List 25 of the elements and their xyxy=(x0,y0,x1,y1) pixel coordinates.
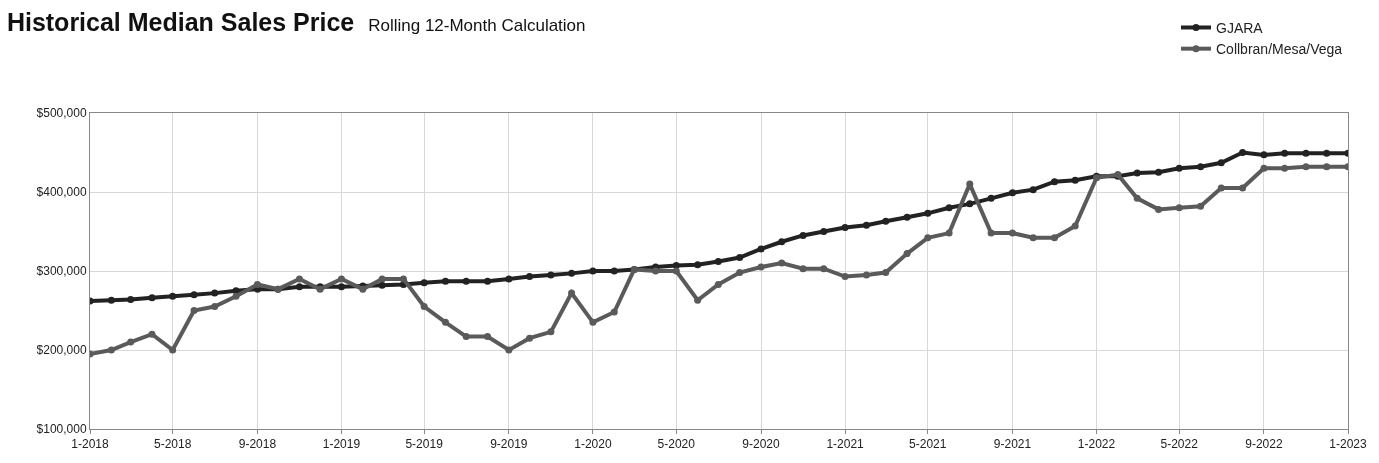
y-tick-label: $400,000 xyxy=(36,185,87,200)
chart-title: Historical Median Sales Price xyxy=(6,8,355,37)
x-tick-label: 5-2018 xyxy=(153,437,192,452)
x-tick-label: 1-2023 xyxy=(1329,437,1367,452)
x-tick-label: 9-2020 xyxy=(742,437,781,452)
legend-label: Collbran/Mesa/Vega xyxy=(1216,41,1343,58)
x-tick-label: 5-2022 xyxy=(1160,437,1199,452)
x-tick-label: 1-2021 xyxy=(826,437,865,452)
y-tick-label: $100,000 xyxy=(36,422,87,437)
chart-subtitle: Rolling 12-Month Calculation xyxy=(368,16,586,36)
x-tick-label: 9-2022 xyxy=(1245,437,1283,452)
x-tick-label: 9-2021 xyxy=(993,437,1032,452)
y-tick-label: $500,000 xyxy=(36,106,87,121)
x-tick-label: 1-2022 xyxy=(1077,437,1116,452)
y-tick-label: $300,000 xyxy=(36,264,87,279)
legend-label: GJARA xyxy=(1216,19,1264,36)
x-tick-label: 5-2020 xyxy=(657,437,696,452)
y-tick-label: $200,000 xyxy=(36,343,87,358)
x-tick-label: 1-2019 xyxy=(322,437,361,452)
x-tick-label: 9-2018 xyxy=(238,437,277,452)
x-tick-label: 5-2021 xyxy=(909,437,947,452)
x-tick-label: 9-2019 xyxy=(490,437,528,452)
x-tick-label: 5-2019 xyxy=(405,437,444,452)
x-tick-label: 1-2018 xyxy=(71,437,109,452)
x-tick-label: 1-2020 xyxy=(574,437,612,452)
